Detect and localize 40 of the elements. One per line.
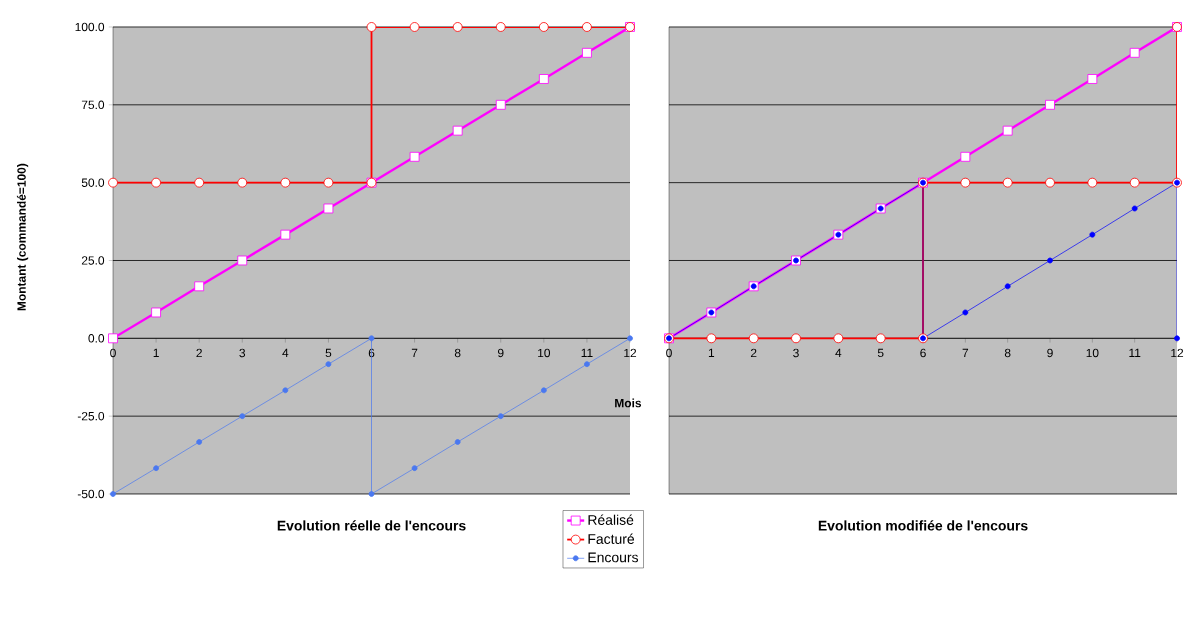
- x-tick-label: 8: [1004, 348, 1011, 358]
- x-tick-label: 1: [153, 348, 159, 357]
- x-tick-label: 6: [920, 348, 926, 358]
- x-tick-label: 10: [538, 348, 551, 358]
- x-tick-label: 3: [239, 348, 246, 358]
- x-tick-label: 2: [196, 348, 202, 358]
- y-tick-label: 50.0: [81, 178, 105, 187]
- x-tick-label: 6: [368, 348, 375, 358]
- y-tick-label: 25.0: [81, 256, 105, 265]
- text: Evolution réelle de l'encours: [277, 520, 466, 531]
- text: Evolution modifiée de l'encours: [818, 520, 1028, 531]
- y-tick-label: -25.0: [77, 411, 105, 421]
- y-axis-title: Montant (commandé=100): [16, 163, 29, 311]
- x-tick-label: 5: [325, 348, 332, 358]
- legend-label: Encours: [588, 552, 639, 563]
- x-tick-label: 3: [793, 348, 799, 358]
- x-tick-label: 0: [110, 348, 116, 358]
- x-tick-label: 10: [1086, 348, 1099, 358]
- x-tick-label: 1: [708, 348, 715, 357]
- x-tick-label: 9: [1047, 348, 1053, 358]
- x-tick-label: 4: [835, 348, 842, 357]
- x-tick-label: 8: [454, 348, 461, 358]
- x-tick-label: 11: [581, 348, 593, 357]
- x-axis-title: Mois: [615, 398, 642, 408]
- legend-label: Réalisé: [588, 514, 634, 525]
- x-tick-label: 4: [282, 348, 289, 357]
- x-tick-label: 9: [498, 348, 504, 358]
- y-tick-label: 0.0: [88, 334, 105, 343]
- x-tick-label: 2: [750, 348, 757, 358]
- y-tick-label: 75.0: [81, 100, 105, 110]
- x-tick-label: 12: [1171, 348, 1184, 358]
- x-tick-label: 5: [877, 348, 884, 358]
- y-tick-label: -50.0: [77, 489, 105, 499]
- x-tick-label: 0: [666, 348, 672, 358]
- x-tick-label: 11: [1129, 348, 1141, 357]
- x-tick-label: 7: [962, 348, 969, 357]
- y-tick-label: 100.0: [75, 22, 105, 32]
- x-tick-label: 7: [411, 348, 418, 357]
- legend-label: Facturé: [588, 533, 635, 544]
- x-tick-label: 12: [624, 348, 637, 358]
